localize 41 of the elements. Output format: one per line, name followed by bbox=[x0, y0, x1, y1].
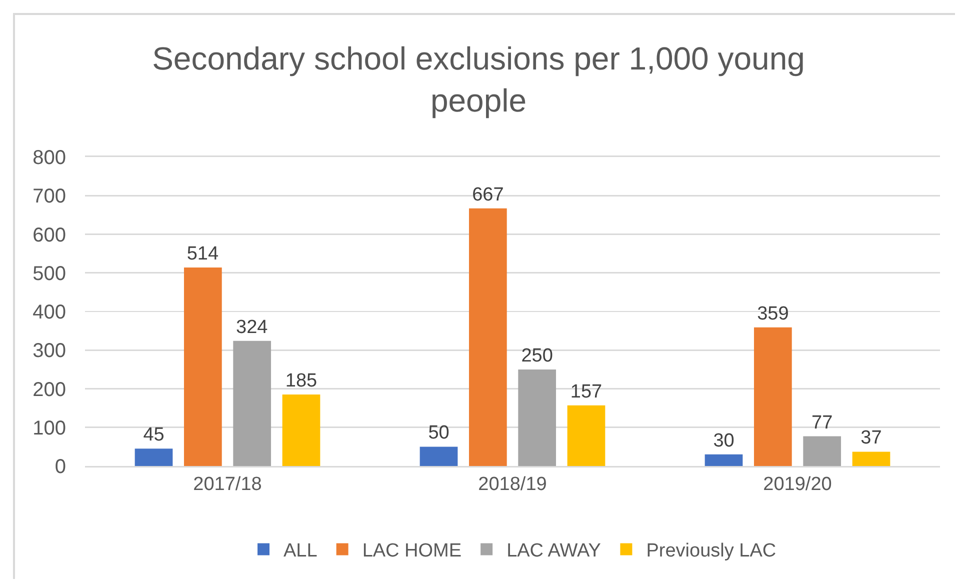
data-label: 514 bbox=[186, 243, 219, 264]
legend-label: Previously LAC bbox=[646, 540, 776, 562]
bar bbox=[852, 452, 890, 466]
y-tick-label: 300 bbox=[32, 340, 66, 362]
data-label: 50 bbox=[428, 422, 450, 444]
data-label: 37 bbox=[860, 428, 882, 449]
data-label: 250 bbox=[521, 345, 553, 366]
bar bbox=[567, 405, 606, 466]
x-tick-label: 2018/19 bbox=[478, 474, 547, 496]
x-tick-label: 2017/18 bbox=[193, 474, 262, 496]
bar bbox=[233, 340, 272, 466]
data-label: 185 bbox=[285, 370, 318, 392]
chart-title: Secondary school exclusions per 1,000 young people bbox=[152, 40, 805, 118]
bar bbox=[420, 446, 458, 466]
data-label: 30 bbox=[713, 430, 734, 452]
data-label: 324 bbox=[236, 316, 268, 338]
y-tick-label: 800 bbox=[32, 147, 66, 169]
y-tick-label: 500 bbox=[32, 262, 66, 285]
y-tick-label: 600 bbox=[32, 224, 66, 246]
x-tick-label: 2019/20 bbox=[763, 474, 832, 496]
y-tick-label: 200 bbox=[32, 378, 66, 401]
bar bbox=[184, 267, 222, 466]
legend-label: LAC AWAY bbox=[506, 540, 602, 562]
bar bbox=[518, 369, 556, 466]
bar bbox=[282, 394, 320, 466]
bar bbox=[704, 454, 743, 466]
y-tick-label: 700 bbox=[32, 186, 66, 208]
data-label: 667 bbox=[472, 184, 504, 206]
legend-label: ALL bbox=[284, 540, 318, 562]
y-tick-label: 100 bbox=[32, 417, 66, 440]
bar bbox=[803, 436, 842, 466]
bar bbox=[468, 208, 507, 466]
data-label: 45 bbox=[143, 424, 164, 446]
data-label: 157 bbox=[570, 381, 602, 402]
data-label: 359 bbox=[757, 303, 789, 324]
y-tick-label: 0 bbox=[54, 456, 66, 478]
bar bbox=[754, 327, 792, 466]
legend-label: LAC HOME bbox=[362, 540, 462, 562]
y-tick-label: 400 bbox=[32, 302, 66, 324]
data-label: 77 bbox=[812, 412, 833, 434]
bar bbox=[134, 448, 173, 466]
